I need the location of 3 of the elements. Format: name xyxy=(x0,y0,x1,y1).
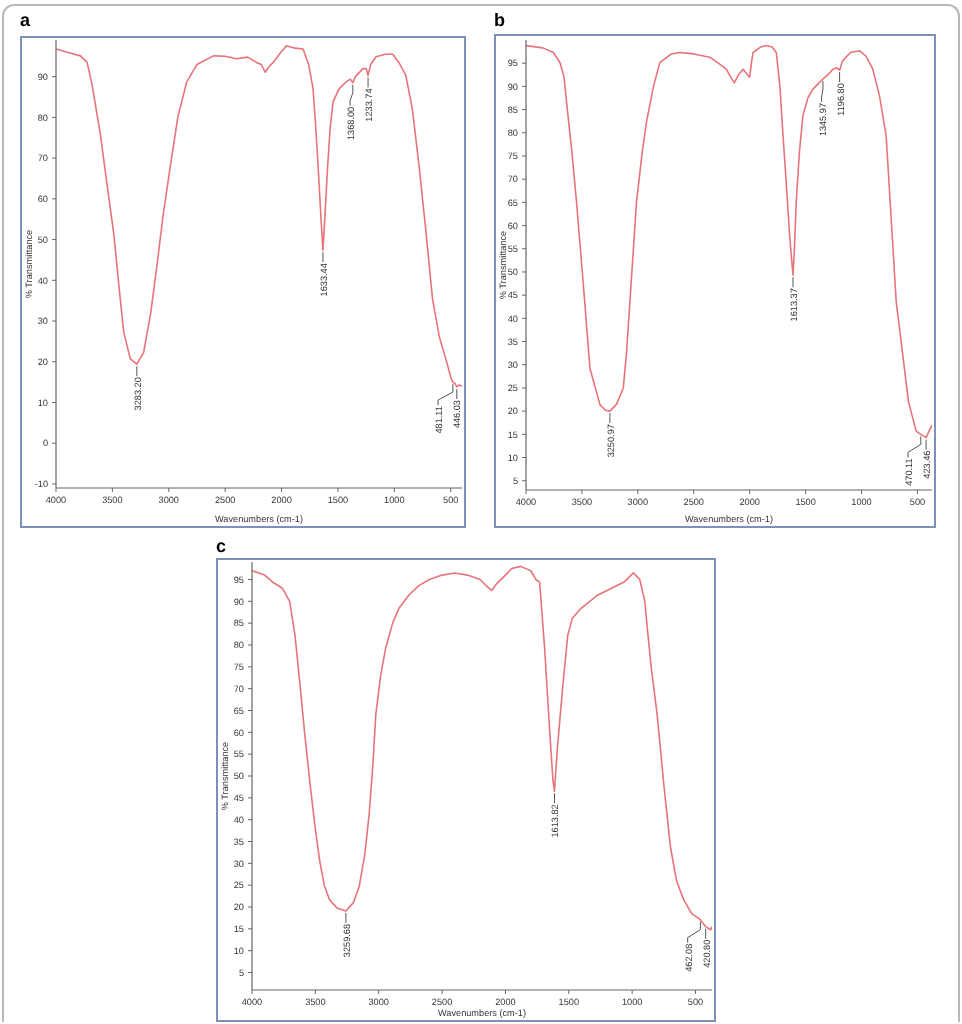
chart-title: a xyxy=(20,10,31,30)
chart-title: c xyxy=(216,536,227,556)
chart-title: b xyxy=(494,10,505,30)
